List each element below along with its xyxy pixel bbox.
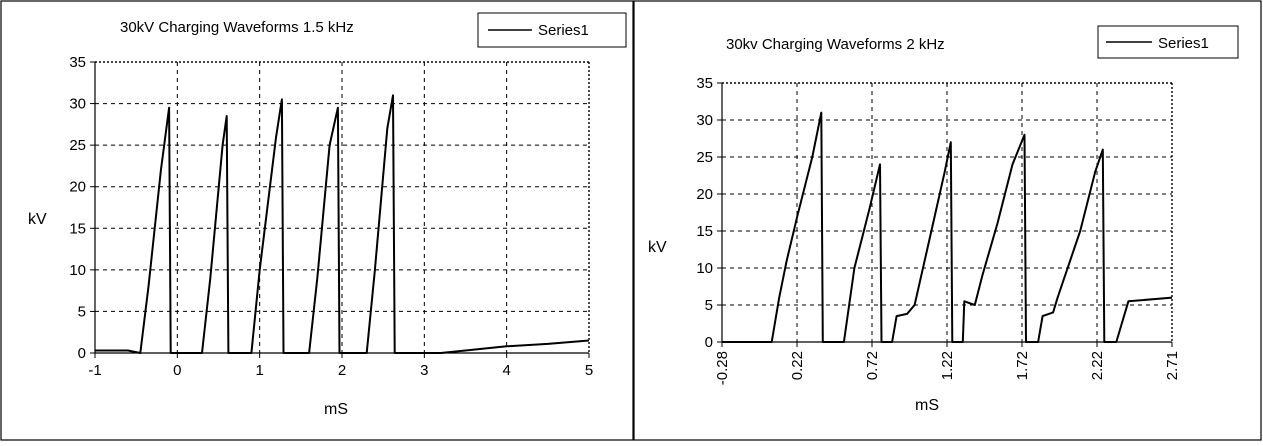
chart-1-5khz: 30kV Charging Waveforms 1.5 kHz Series1 … [28,12,627,418]
y-tick-label: 20 [696,186,713,203]
y-tick-label: 15 [69,220,86,237]
x-tick-label: 2.22 [1089,351,1106,380]
left-panel-border [0,0,634,441]
series-line-1 [95,94,590,354]
series-line-1 [722,111,1173,343]
x-tick-label: -1 [88,362,101,379]
y-tick-label: 10 [696,260,713,277]
y-tick-label: 10 [69,262,86,279]
y-tick-label: 5 [705,297,713,314]
y-tick-label: 15 [696,223,713,240]
y-tick-label: 0 [705,334,713,351]
x-tick-label: 1.72 [1014,351,1031,380]
y-tick-label: 30 [69,96,86,113]
x-tick-label: -0.28 [714,351,731,385]
x-tick-label: 0.22 [789,351,806,380]
y-tick-label: 30 [696,112,713,129]
x-tick-label: 3 [420,362,428,379]
y-tick-label: 35 [696,75,713,92]
x-tick-label: 5 [585,362,593,379]
y-tick-label: 25 [69,137,86,154]
legend: Series1 [477,12,627,48]
chart-title: 30kv Charging Waveforms 2 kHz [726,36,945,53]
plot-area [95,94,590,354]
x-tick-label: 4 [502,362,510,379]
x-tick-label: 2 [338,362,346,379]
y-tick-label: 0 [78,345,86,362]
legend-entry: Series1 [1158,35,1209,52]
x-axis-label: mS [324,401,348,418]
legend: Series1 [1097,25,1239,59]
x-tick-labels: -0.28 0.22 0.72 1.22 1.72 2.22 2.71 [714,351,1181,385]
chart-2khz: 30kv Charging Waveforms 2 kHz Series1 kV… [648,25,1239,414]
x-tick-label: 0 [173,362,181,379]
x-tick-label: 0.72 [864,351,881,380]
x-axis-label: mS [915,397,939,414]
y-axis-label: kV [648,239,667,256]
plot-area [722,111,1173,343]
y-tick-label: 35 [69,54,86,71]
y-tick-labels: 0 5 10 15 20 25 30 35 [69,54,86,362]
legend-entry: Series1 [538,22,589,39]
chart-title: 30kV Charging Waveforms 1.5 kHz [120,19,354,36]
y-tick-label: 5 [78,303,86,320]
legend-box [477,12,627,48]
y-tick-label: 25 [696,149,713,166]
x-tick-labels: -1 0 1 2 3 4 5 [88,362,593,379]
x-tick-label: 1.22 [939,351,956,380]
y-axis-label: kV [28,211,47,228]
y-tick-labels: 0 5 10 15 20 25 30 35 [696,75,713,351]
x-tick-label: 1 [255,362,263,379]
y-tick-label: 20 [69,179,86,196]
x-tick-label: 2.71 [1164,351,1181,380]
